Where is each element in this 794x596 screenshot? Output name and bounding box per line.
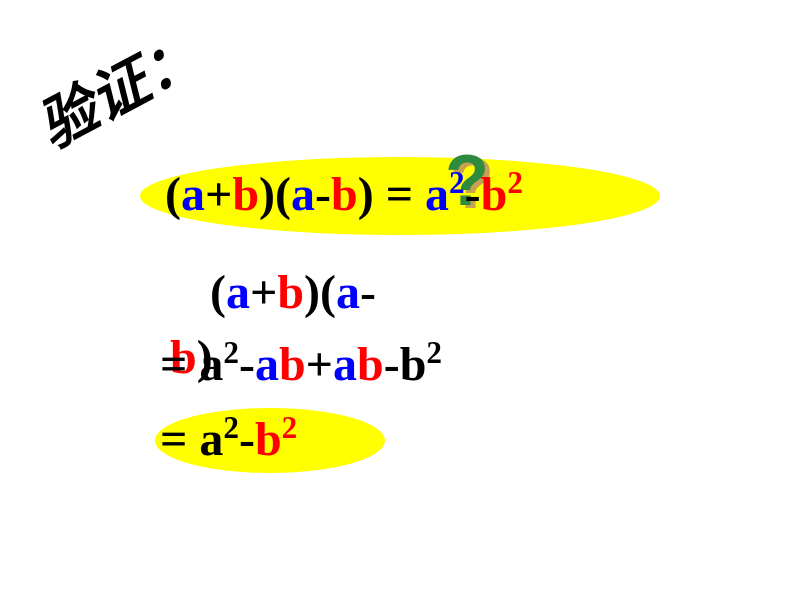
line1-math: (a+b)(a-b) = a2-b2 <box>165 165 523 222</box>
equation-line-2a: (a+b)(a- <box>210 265 376 320</box>
equation-line-3: = a2-ab+ab-b2 <box>160 335 442 392</box>
equation-line-1: ? ? (a+b)(a-b) = a2-b2 <box>140 165 660 235</box>
equation-line-4: = a2-b2 <box>160 410 297 467</box>
verify-header: 验证： <box>20 8 213 164</box>
